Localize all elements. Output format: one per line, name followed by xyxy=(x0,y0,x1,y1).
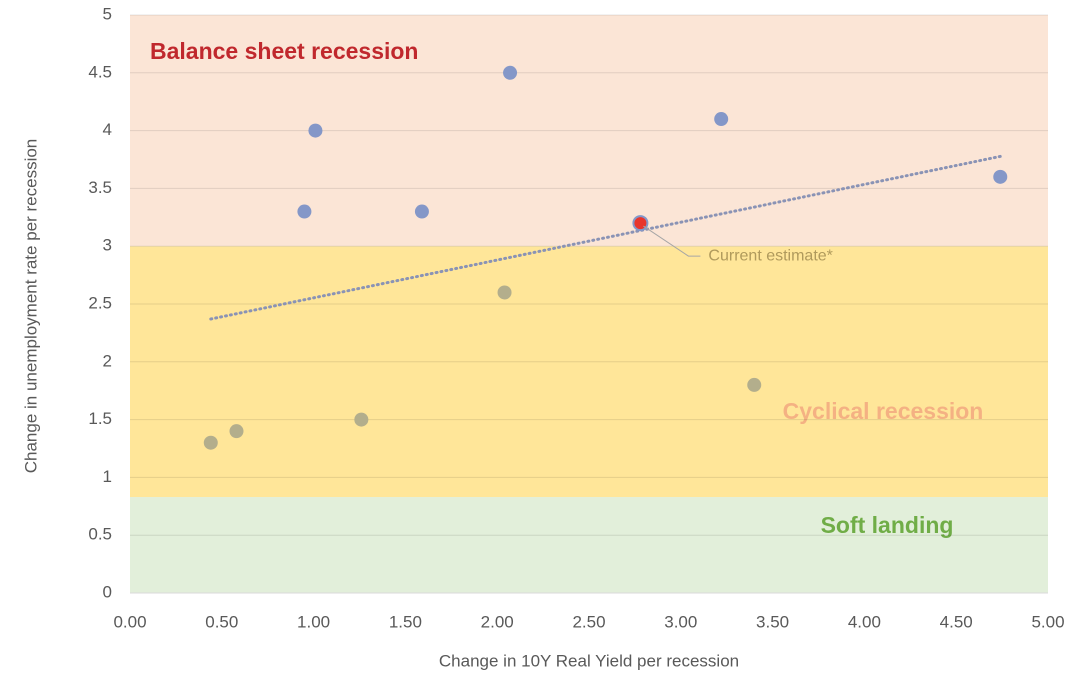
point xyxy=(297,204,312,219)
x-tick-label: 3.50 xyxy=(756,612,789,631)
band xyxy=(130,497,1048,593)
x-tick-label: 5.00 xyxy=(1031,612,1064,631)
band-label: Cyclical recession xyxy=(783,398,984,424)
point xyxy=(354,412,369,427)
annotation: Current estimate* xyxy=(708,247,833,264)
x-tick-label: 2.00 xyxy=(481,612,514,631)
band xyxy=(130,246,1048,498)
y-tick-label: 2 xyxy=(103,351,112,370)
point xyxy=(632,215,649,232)
y-tick-label: 3.5 xyxy=(88,178,112,197)
x-tick-label: 4.00 xyxy=(848,612,881,631)
x-tick-label: 3.00 xyxy=(664,612,697,631)
band-label: Soft landing xyxy=(821,512,954,538)
point xyxy=(714,112,729,127)
y-axis-title: Change in unemployment rate per recessio… xyxy=(21,139,40,474)
trendline xyxy=(209,154,1004,321)
x-axis-title: Change in 10Y Real Yield per recession xyxy=(439,651,739,670)
y-tick-label: 0 xyxy=(103,582,112,601)
point xyxy=(308,123,323,138)
y-tick-label: 1.5 xyxy=(88,409,112,428)
annotation-leader xyxy=(643,225,701,257)
point xyxy=(503,65,518,80)
x-tick-label: 0.00 xyxy=(113,612,146,631)
y-tick-label: 5 xyxy=(103,4,112,23)
y-tick-label: 1 xyxy=(103,467,112,486)
y-tick-label: 4 xyxy=(103,120,112,139)
x-tick-label: 2.50 xyxy=(572,612,605,631)
y-tick-label: 3 xyxy=(103,236,112,255)
x-tick-label: 1.50 xyxy=(389,612,422,631)
y-tick-label: 4.5 xyxy=(88,62,112,81)
point xyxy=(229,424,244,439)
point xyxy=(993,169,1008,184)
x-tick-label: 1.00 xyxy=(297,612,330,631)
point xyxy=(747,377,762,392)
y-tick-label: 0.5 xyxy=(88,525,112,544)
band-label: Balance sheet recession xyxy=(150,38,418,64)
band xyxy=(130,15,1048,247)
x-tick-label: 4.50 xyxy=(940,612,973,631)
x-tick-label: 0.50 xyxy=(205,612,238,631)
point xyxy=(203,435,218,450)
point xyxy=(497,285,512,300)
point xyxy=(414,204,429,219)
y-tick-label: 2.5 xyxy=(88,293,112,312)
